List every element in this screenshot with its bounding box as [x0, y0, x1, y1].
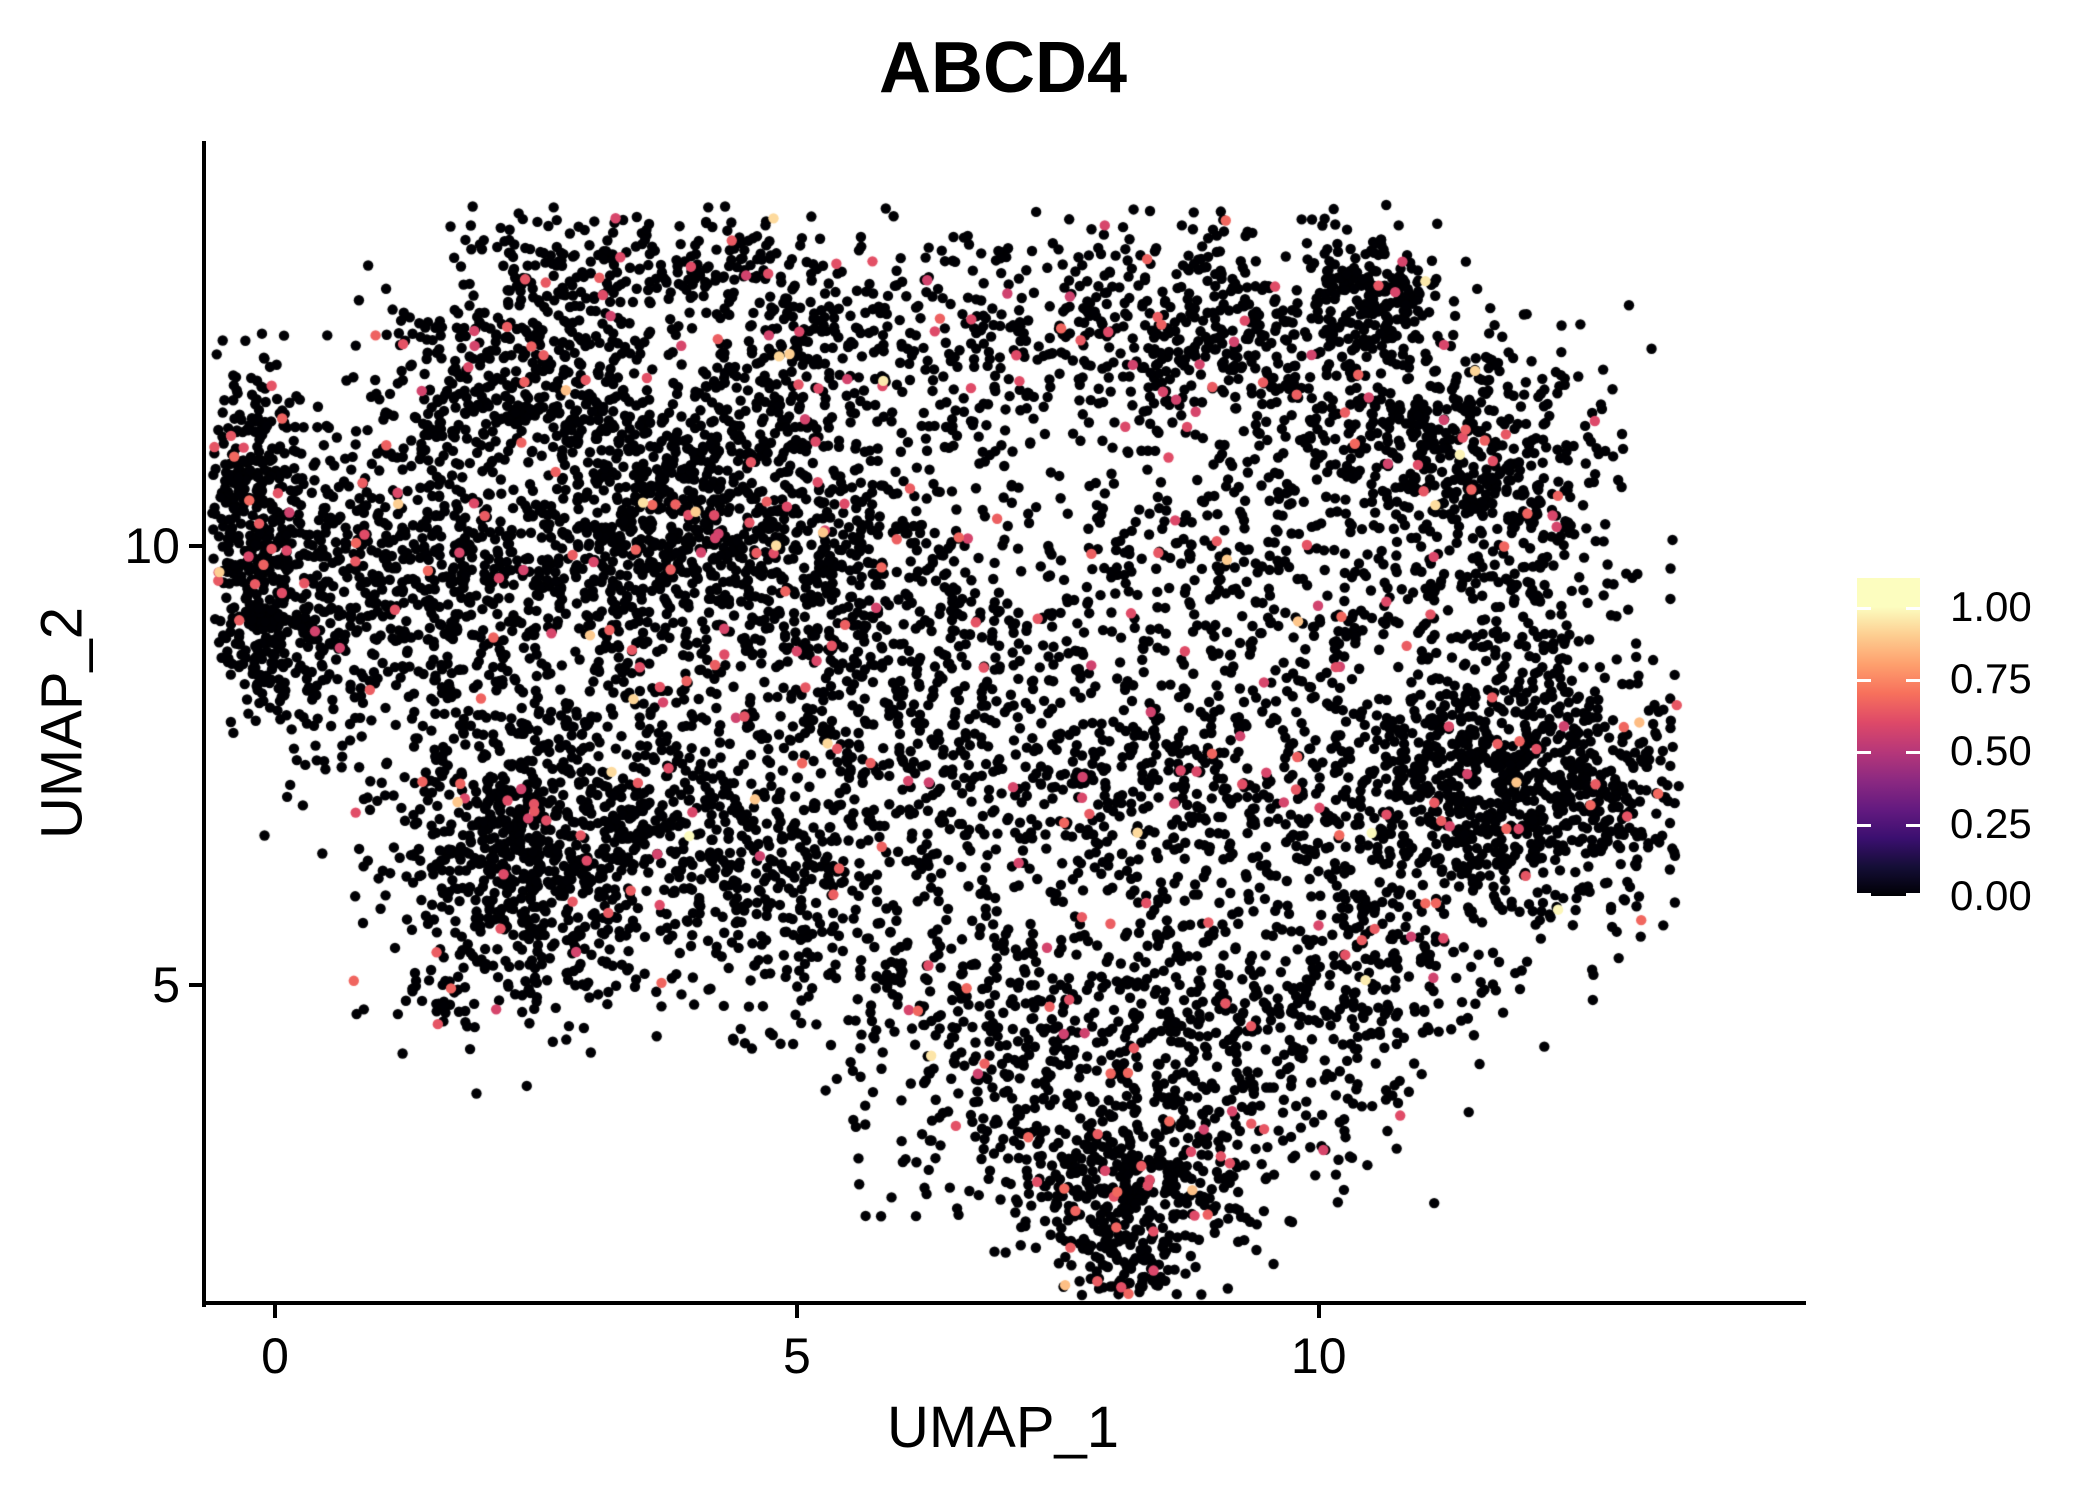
umap-scatter-canvas: [204, 143, 1802, 1303]
y-tick-mark: [189, 544, 202, 549]
legend-tick-mark: [1857, 823, 1871, 827]
legend-tick-mark: [1857, 606, 1871, 610]
legend-tick-label: 0.50: [1950, 727, 2032, 775]
x-tick-label: 0: [261, 1328, 289, 1384]
legend-tick-label: 0.00: [1950, 872, 2032, 919]
x-tick-mark: [794, 1305, 799, 1318]
x-tick-mark: [1316, 1305, 1321, 1318]
legend-tick-mark: [1906, 893, 1920, 896]
legend-tick-label: 0.75: [1950, 655, 2032, 703]
y-axis-title: UMAP_2: [29, 606, 95, 840]
legend-tick-mark: [1906, 679, 1920, 683]
y-tick-label: 5: [152, 957, 180, 1014]
legend-tick-mark: [1906, 751, 1920, 755]
legend-tick-mark: [1906, 823, 1920, 827]
legend-tick-label: 1.00: [1950, 582, 2032, 630]
legend-tick-mark: [1857, 751, 1871, 755]
x-axis-line: [202, 1301, 1806, 1305]
legend-tick-mark: [1906, 606, 1920, 610]
x-tick-label: 5: [782, 1328, 811, 1384]
x-tick-label: 10: [1290, 1328, 1347, 1384]
legend-colorbar: [1857, 578, 1920, 896]
legend-tick-label: 0.25: [1950, 799, 2032, 847]
y-tick-mark: [189, 983, 202, 988]
x-tick-mark: [272, 1305, 277, 1318]
y-tick-label: 10: [124, 518, 180, 575]
legend-tick-mark: [1857, 679, 1871, 683]
x-axis-title: UMAP_1: [886, 1395, 1120, 1460]
plot-title: ABCD4: [878, 28, 1128, 108]
legend-tick-mark: [1857, 893, 1871, 896]
